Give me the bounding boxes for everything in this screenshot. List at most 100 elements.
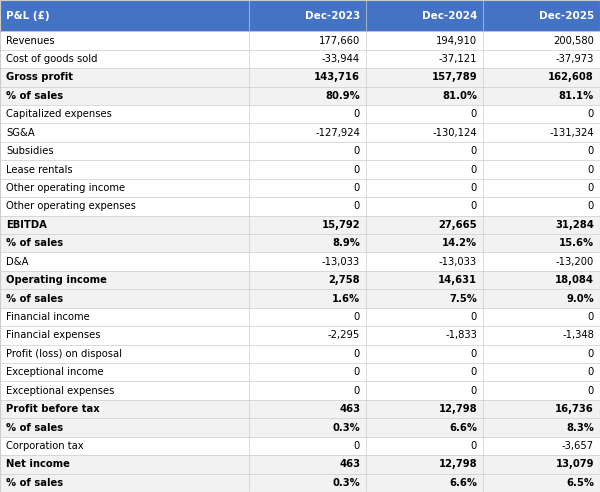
Text: 0: 0 [354,367,360,377]
Text: -127,924: -127,924 [315,128,360,138]
Bar [0,234,600,252]
Text: 0: 0 [354,146,360,156]
Bar [0,0,249,31]
Bar [0,123,600,142]
Text: Corporation tax: Corporation tax [6,441,83,451]
Text: 0: 0 [354,441,360,451]
Text: 0: 0 [471,109,477,119]
Text: -1,348: -1,348 [562,330,594,340]
Text: -33,944: -33,944 [322,54,360,64]
Text: 7.5%: 7.5% [449,294,477,304]
Text: Capitalized expenses: Capitalized expenses [6,109,112,119]
Bar [0,105,600,123]
Text: 31,284: 31,284 [555,220,594,230]
Bar [0,455,600,474]
Bar [483,0,600,31]
Text: -2,295: -2,295 [328,330,360,340]
Text: Dec-2024: Dec-2024 [422,11,477,21]
Text: -13,200: -13,200 [556,257,594,267]
Text: Gross profit: Gross profit [6,72,73,82]
Text: Profit (loss) on disposal: Profit (loss) on disposal [6,349,122,359]
Bar [0,289,600,308]
Text: EBITDA: EBITDA [6,220,47,230]
Text: 27,665: 27,665 [439,220,477,230]
Text: 0: 0 [588,312,594,322]
Text: Financial income: Financial income [6,312,90,322]
Bar [0,400,600,418]
Text: 0: 0 [471,349,477,359]
Text: 0: 0 [588,109,594,119]
Text: 0: 0 [588,146,594,156]
Text: Operating income: Operating income [6,275,107,285]
Text: Profit before tax: Profit before tax [6,404,100,414]
Text: 177,660: 177,660 [319,35,360,46]
Text: 81.0%: 81.0% [442,91,477,101]
Text: 0: 0 [588,201,594,212]
Text: Lease rentals: Lease rentals [6,164,73,175]
Bar [0,68,600,87]
Bar [0,418,600,437]
Text: 13,079: 13,079 [556,460,594,469]
Text: -131,324: -131,324 [550,128,594,138]
Text: Exceptional expenses: Exceptional expenses [6,386,115,396]
Text: 1.6%: 1.6% [332,294,360,304]
Text: 0: 0 [354,164,360,175]
Text: 0: 0 [588,183,594,193]
Text: 6.6%: 6.6% [449,478,477,488]
Text: 194,910: 194,910 [436,35,477,46]
Bar [0,179,600,197]
Text: 0: 0 [471,386,477,396]
Bar [0,271,600,289]
Text: Subsidies: Subsidies [6,146,53,156]
Text: 12,798: 12,798 [439,404,477,414]
Text: 0: 0 [354,349,360,359]
Bar [0,87,600,105]
Text: % of sales: % of sales [6,423,63,432]
Text: D&A: D&A [6,257,29,267]
Text: -130,124: -130,124 [433,128,477,138]
Text: 200,580: 200,580 [553,35,594,46]
Text: 80.9%: 80.9% [325,91,360,101]
Text: -1,833: -1,833 [445,330,477,340]
Bar [0,252,600,271]
Text: 0: 0 [471,441,477,451]
Text: 2,758: 2,758 [328,275,360,285]
Text: 9.0%: 9.0% [566,294,594,304]
Text: -13,033: -13,033 [439,257,477,267]
Text: 6.5%: 6.5% [566,478,594,488]
Text: 8.3%: 8.3% [566,423,594,432]
Bar [0,326,600,344]
Text: Exceptional income: Exceptional income [6,367,104,377]
Text: Financial expenses: Financial expenses [6,330,101,340]
Text: 15,792: 15,792 [322,220,360,230]
Bar [366,0,483,31]
Text: 0.3%: 0.3% [332,478,360,488]
Bar [0,197,600,215]
Text: Revenues: Revenues [6,35,55,46]
Bar [0,142,600,160]
Text: 0: 0 [471,146,477,156]
Text: 6.6%: 6.6% [449,423,477,432]
Text: 0: 0 [471,312,477,322]
Bar [0,474,600,492]
Bar [0,308,600,326]
Bar [0,50,600,68]
Bar [0,31,600,50]
Text: 0: 0 [471,367,477,377]
Text: 0: 0 [354,312,360,322]
Text: 16,736: 16,736 [555,404,594,414]
Text: -37,121: -37,121 [439,54,477,64]
Text: -13,033: -13,033 [322,257,360,267]
Text: 0: 0 [471,183,477,193]
Text: % of sales: % of sales [6,91,63,101]
Bar [0,437,600,455]
Text: 0: 0 [471,164,477,175]
Text: 0: 0 [354,386,360,396]
Text: 162,608: 162,608 [548,72,594,82]
Text: % of sales: % of sales [6,238,63,248]
Bar [0,381,600,400]
Bar [0,215,600,234]
Text: 8.9%: 8.9% [332,238,360,248]
Bar [0,363,600,381]
Text: 15.6%: 15.6% [559,238,594,248]
